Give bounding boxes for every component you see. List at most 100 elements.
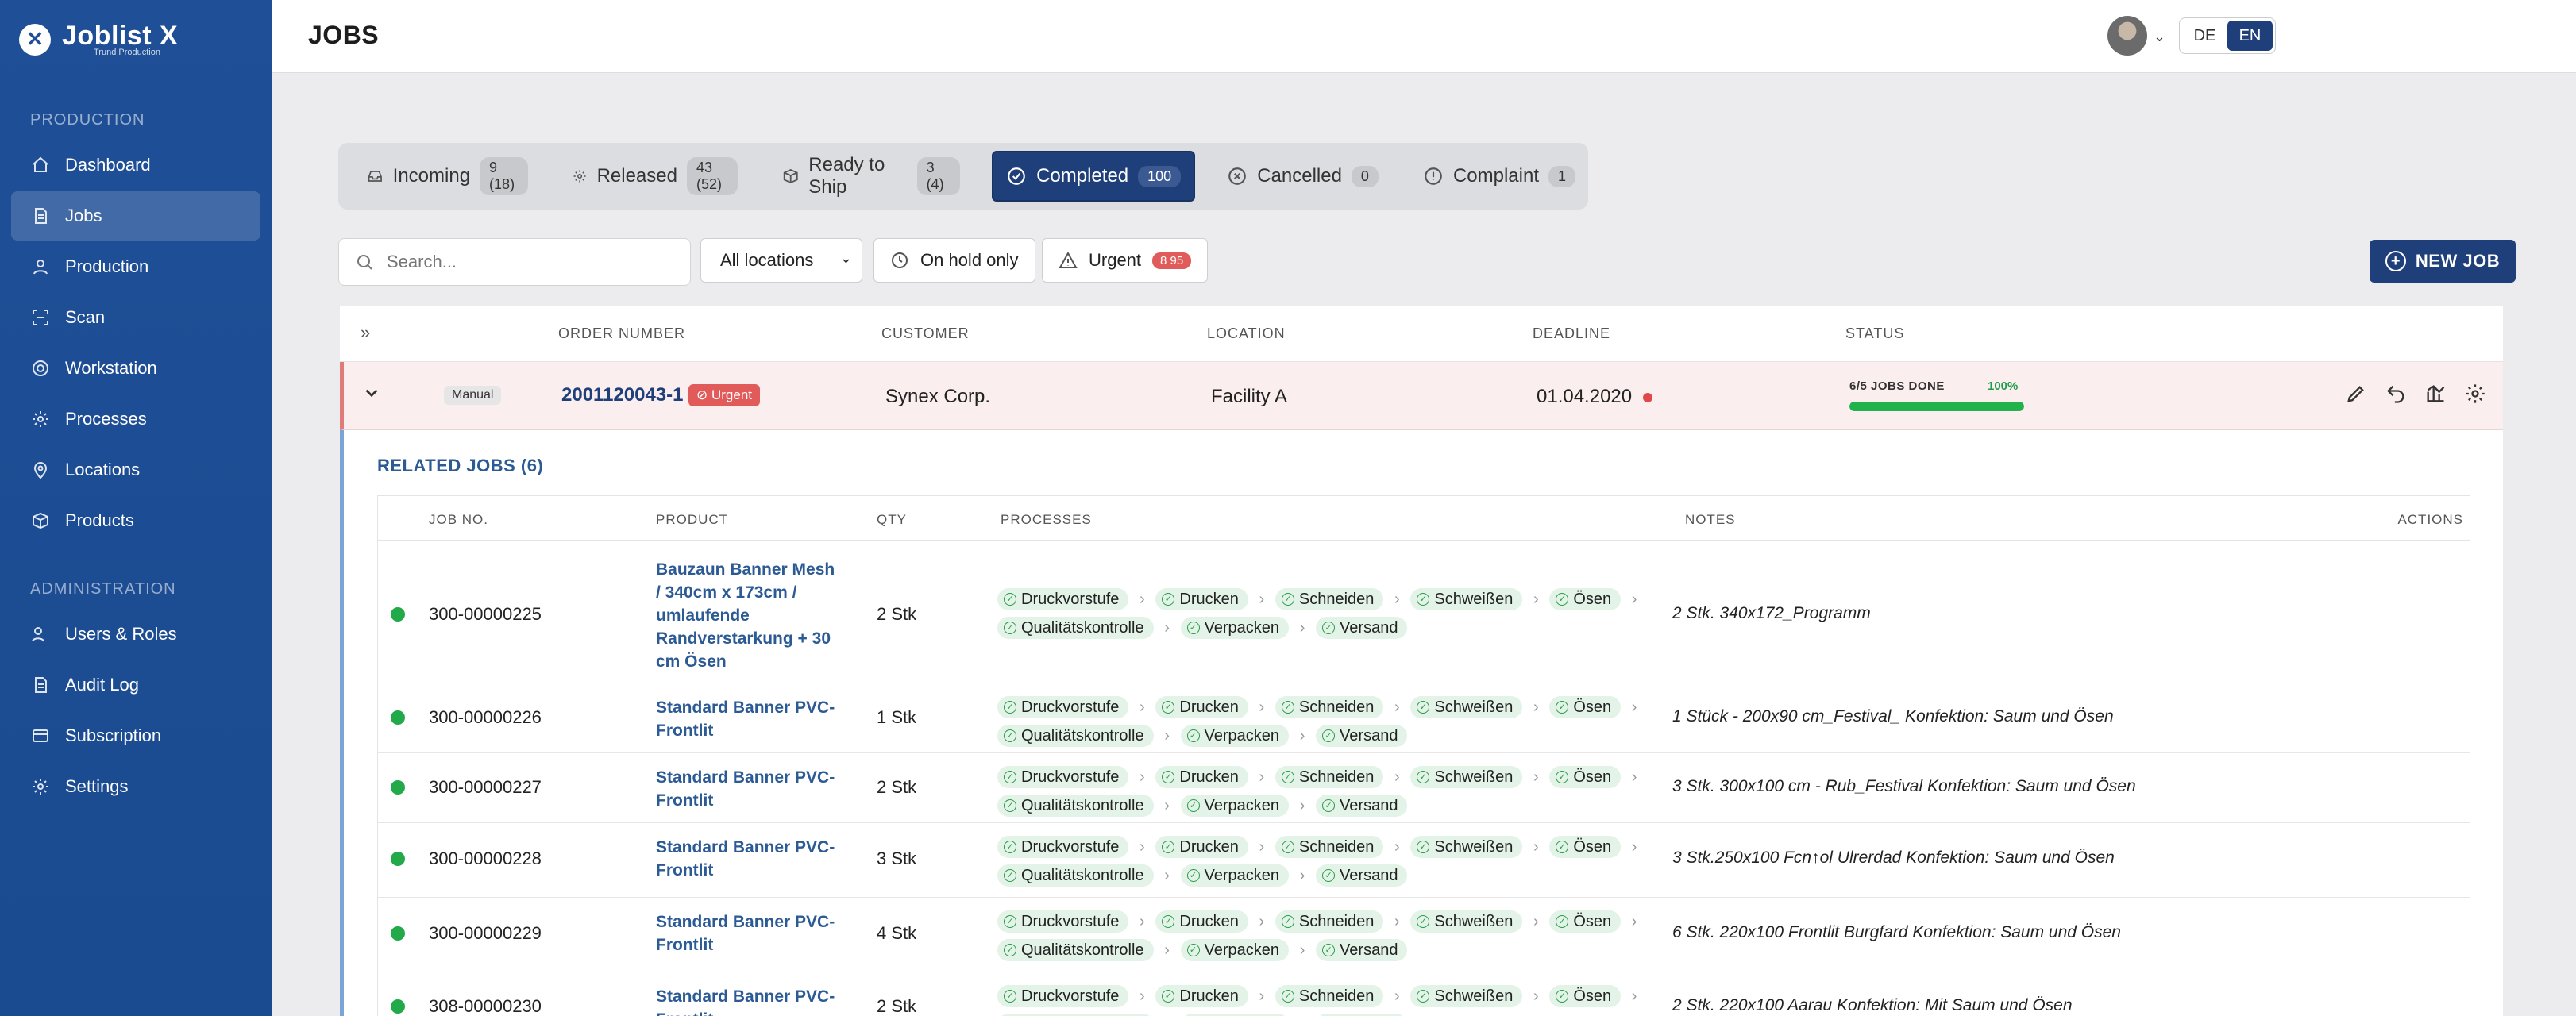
product-link[interactable]: Bauzaun Banner Mesh / 340cm x 173cm / um… — [656, 560, 835, 671]
process-chip[interactable]: ✓ Verpacken — [1180, 864, 1290, 887]
tab-released[interactable]: Released 43 (52) — [560, 151, 750, 202]
process-chip[interactable]: ✓ Verpacken — [1180, 725, 1290, 747]
quantity: 4 Stk — [877, 923, 917, 943]
process-chip[interactable]: ✓ Schweißen — [1410, 696, 1523, 718]
process-chip[interactable]: ✓ Schneiden — [1275, 696, 1384, 718]
table-row[interactable]: 308-00000230 Standard Banner PVC-Frontlit… — [378, 972, 2470, 1016]
settings-icon[interactable] — [2464, 383, 2486, 405]
process-chip[interactable]: ✓ Schweißen — [1410, 836, 1523, 858]
tab-complaint[interactable]: Complaint 1 — [1410, 151, 1588, 202]
process-chip[interactable]: ✓ Verpacken — [1180, 795, 1290, 817]
table-row[interactable]: 300-00000227 Standard Banner PVC-Frontlit… — [378, 753, 2470, 823]
process-chip[interactable]: ✓ Versand — [1316, 725, 1408, 747]
process-chip[interactable]: ✓ Drucken — [1155, 766, 1248, 788]
process-chip[interactable]: ✓ Qualitätskontrolle — [997, 939, 1154, 961]
process-chip[interactable]: ✓ Schneiden — [1275, 985, 1384, 1007]
process-chip[interactable]: ✓ Qualitätskontrolle — [997, 725, 1154, 747]
process-chip[interactable]: ✓ Ösen — [1549, 696, 1622, 718]
product-link[interactable]: Standard Banner PVC-Frontlit — [656, 698, 835, 740]
sidebar-item-jobs[interactable]: Jobs — [11, 191, 260, 241]
product-link[interactable]: Standard Banner PVC-Frontlit — [656, 768, 835, 810]
table-row[interactable]: 300-00000226 Standard Banner PVC-Frontlit… — [378, 683, 2470, 753]
lang-de-button[interactable]: DE — [2193, 26, 2216, 44]
process-chip[interactable]: ✓ Ösen — [1549, 766, 1622, 788]
sidebar-item-processes[interactable]: Processes — [11, 394, 260, 444]
process-chip[interactable]: ✓ Drucken — [1155, 910, 1248, 933]
process-chip[interactable]: ✓ Schweißen — [1410, 766, 1523, 788]
sidebar-item-scan[interactable]: Scan — [11, 293, 260, 342]
sidebar-item-settings[interactable]: Settings — [11, 762, 260, 811]
order-number[interactable]: 2001120043-1 — [561, 384, 684, 406]
process-chip[interactable]: ✓ Qualitätskontrolle — [997, 795, 1154, 817]
process-chip[interactable]: ✓ Druckvorstufe — [997, 696, 1129, 718]
process-chip[interactable]: ✓ Verpacken — [1180, 617, 1290, 639]
process-chip[interactable]: ✓ Drucken — [1155, 836, 1248, 858]
process-chip[interactable]: ✓ Schweißen — [1410, 588, 1523, 610]
search-box[interactable] — [338, 238, 691, 286]
process-chip[interactable]: ✓ Druckvorstufe — [997, 836, 1129, 858]
urgent-filter-button[interactable]: Urgent 8 95 — [1042, 238, 1209, 283]
process-chip[interactable]: ✓ Schneiden — [1275, 588, 1384, 610]
tab-incoming[interactable]: Incoming 9 (18) — [354, 151, 541, 202]
lang-en-button[interactable]: EN — [2227, 21, 2273, 51]
col-status[interactable]: STATUS — [1845, 325, 1905, 341]
process-chip[interactable]: ✓ Drucken — [1155, 588, 1248, 610]
tab-completed[interactable]: Completed 100 — [992, 151, 1196, 202]
table-row[interactable]: Manual 2001120043-1 ⊘ Urgent Synex Corp.… — [340, 362, 2503, 430]
process-chip[interactable]: ✓ Verpacken — [1180, 939, 1290, 961]
new-job-button[interactable]: + NEW JOB — [2370, 240, 2516, 283]
on-hold-filter-button[interactable]: On hold only — [873, 238, 1035, 283]
chevron-down-icon[interactable]: ⌄ — [2154, 29, 2166, 44]
process-chip[interactable]: ✓ Schweißen — [1410, 985, 1523, 1007]
process-chip[interactable]: ✓ Druckvorstufe — [997, 985, 1129, 1007]
process-chip[interactable]: ✓ Ösen — [1549, 836, 1622, 858]
process-chip[interactable]: ✓ Versand — [1316, 617, 1408, 639]
search-input[interactable] — [387, 252, 673, 272]
product-link[interactable]: Standard Banner PVC-Frontlit — [656, 838, 835, 879]
process-chip[interactable]: ✓ Druckvorstufe — [997, 766, 1129, 788]
process-chip[interactable]: ✓ Schneiden — [1275, 836, 1384, 858]
sidebar-item-dashboard[interactable]: Dashboard — [11, 140, 260, 190]
col-customer[interactable]: CUSTOMER — [881, 325, 970, 341]
col-location[interactable]: LOCATION — [1207, 325, 1286, 341]
process-chip[interactable]: ✓ Drucken — [1155, 696, 1248, 718]
tab-ready-to-ship[interactable]: Ready to Ship 3 (4) — [769, 151, 973, 202]
sidebar-item-production[interactable]: Production — [11, 242, 260, 291]
brand[interactable]: ✕ Joblist X Trund Production — [0, 0, 272, 79]
process-chip[interactable]: ✓ Druckvorstufe — [997, 910, 1129, 933]
table-row[interactable]: 300-00000229 Standard Banner PVC-Frontlit… — [378, 898, 2470, 972]
sidebar-item-users-roles[interactable]: Users & Roles — [11, 610, 260, 659]
process-chip[interactable]: ✓ Versand — [1316, 795, 1408, 817]
sidebar-item-workstation[interactable]: Workstation — [11, 344, 260, 393]
process-chip[interactable]: ✓ Ösen — [1549, 910, 1622, 933]
process-chip[interactable]: ✓ Schneiden — [1275, 910, 1384, 933]
product-link[interactable]: Standard Banner PVC-Frontlit — [656, 987, 835, 1016]
sidebar-item-subscription[interactable]: Subscription — [11, 711, 260, 760]
process-chip[interactable]: ✓ Schweißen — [1410, 910, 1523, 933]
expand-all-icon[interactable]: » — [361, 322, 372, 342]
process-chip[interactable]: ✓ Versand — [1316, 939, 1408, 961]
tab-cancelled[interactable]: Cancelled 0 — [1214, 151, 1391, 202]
col-order-number[interactable]: ORDER NUMBER — [558, 325, 686, 341]
process-chip[interactable]: ✓ Ösen — [1549, 985, 1622, 1007]
chart-icon[interactable] — [2424, 383, 2447, 405]
process-chip[interactable]: ✓ Drucken — [1155, 985, 1248, 1007]
process-chip[interactable]: ✓ Versand — [1316, 864, 1408, 887]
sidebar-item-audit-log[interactable]: Audit Log — [11, 660, 260, 710]
undo-icon[interactable] — [2385, 383, 2407, 405]
process-chip[interactable]: ✓ Qualitätskontrolle — [997, 617, 1154, 639]
sidebar-item-locations[interactable]: Locations — [11, 445, 260, 495]
location-select[interactable]: All locations ⌄ — [700, 238, 862, 283]
col-deadline[interactable]: DEADLINE — [1533, 325, 1611, 341]
edit-icon[interactable] — [2345, 383, 2367, 405]
sidebar-item-products[interactable]: Products — [11, 496, 260, 545]
process-chip[interactable]: ✓ Schneiden — [1275, 766, 1384, 788]
table-row[interactable]: 300-00000225 Bauzaun Banner Mesh / 340cm … — [378, 541, 2470, 683]
table-row[interactable]: 300-00000228 Standard Banner PVC-Frontlit… — [378, 823, 2470, 898]
collapse-chevron-icon[interactable] — [361, 383, 382, 403]
product-link[interactable]: Standard Banner PVC-Frontlit — [656, 913, 835, 954]
avatar[interactable] — [2107, 16, 2147, 56]
process-chip[interactable]: ✓ Ösen — [1549, 588, 1622, 610]
process-chip[interactable]: ✓ Qualitätskontrolle — [997, 864, 1154, 887]
process-chip[interactable]: ✓ Druckvorstufe — [997, 588, 1129, 610]
